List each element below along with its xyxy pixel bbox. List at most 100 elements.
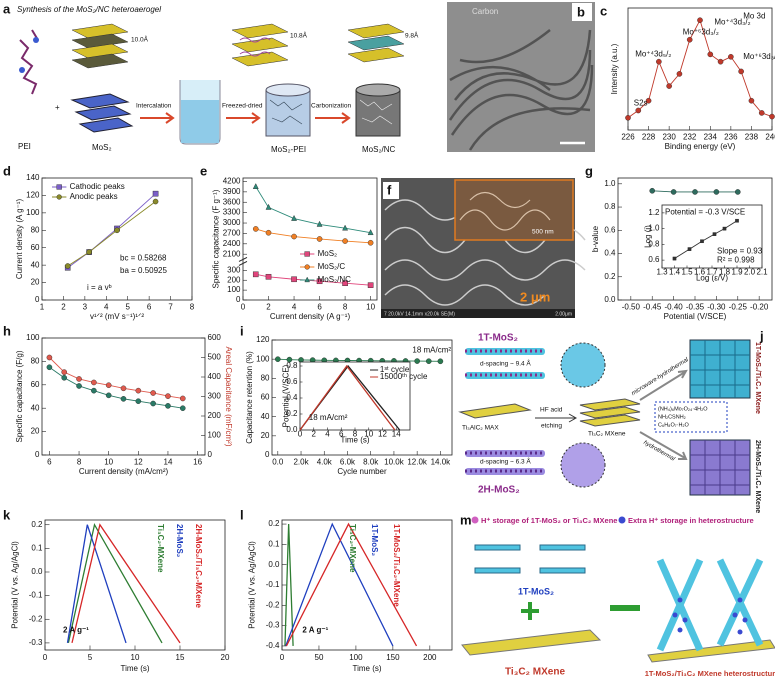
data-point: [291, 214, 297, 221]
label: microwave-hydrothermal: [631, 357, 690, 397]
y-axis-label: Current density (A g⁻¹): [15, 199, 24, 280]
y-tick-label: 80: [31, 357, 40, 366]
y-tick-label: 80: [261, 373, 270, 382]
series-line: [284, 524, 294, 646]
label: Ti₃C₂ MXene: [505, 667, 565, 678]
legend-label: Anodic peaks: [70, 192, 118, 201]
data-point: [152, 190, 159, 197]
y-tick-label: 20: [31, 427, 40, 436]
label: MoS₂: [92, 143, 112, 152]
y-axis-label: b-value: [591, 225, 600, 252]
data-point: [758, 110, 765, 116]
y-axis-label: Specific capacitance (F g⁻¹): [212, 189, 221, 288]
panel-label: k: [3, 507, 11, 522]
x-axis-label: v¹ᐟ² (mV s⁻¹)¹ᐟ²: [90, 312, 144, 321]
x-tick-label: 50: [315, 653, 324, 662]
y-tick-label: -0.1: [29, 591, 43, 600]
mxene-block-1t: [689, 339, 751, 399]
y-tick-label: 0.1: [31, 543, 43, 552]
y-tick-label: 0.6: [604, 225, 616, 234]
panel-m: m H⁺ storage of 1T-MoS₂ or Ti₃C₂ MXene E…: [460, 512, 775, 678]
x-tick-label: 226: [621, 132, 635, 141]
x-tick-label: 1: [40, 302, 45, 311]
mos2-stack: [71, 23, 129, 69]
data-point: [120, 385, 127, 392]
data-point: [656, 58, 662, 65]
inset-frame: [299, 361, 411, 431]
x-tick-label: 0: [241, 302, 246, 311]
y-tick-label: 0.0: [286, 425, 298, 434]
data-point: [46, 354, 53, 361]
annotation: 18 mA/cm²: [309, 413, 348, 422]
y-tick-label: 20: [31, 278, 40, 287]
y-axis-label: Potential (V vs. Ag/AgCl): [10, 541, 19, 629]
data-point: [734, 189, 741, 195]
annotation: Potential = -0.3 V/SCE: [665, 208, 745, 217]
y-tick-label: 500: [208, 353, 222, 362]
data-point: [105, 382, 112, 388]
panel-label: m: [460, 512, 472, 527]
x-tick-label: 1.9: [731, 268, 743, 277]
label-box: [383, 182, 399, 199]
series-line: [674, 220, 738, 259]
series-line: [49, 357, 183, 399]
legend-label: 1T-MoS₂/Ti₃C₂-MXene: [392, 524, 401, 607]
y-tick-label: 40: [31, 260, 40, 269]
x-tick-label: 0: [43, 653, 48, 662]
label: PEI: [18, 142, 31, 151]
x-tick-label: 1.4: [669, 268, 681, 277]
y-tick-label: -0.3: [266, 621, 280, 630]
y-tick-label: 2100: [223, 249, 241, 258]
series-line: [71, 523, 181, 644]
y-tick-label: 80: [31, 225, 40, 234]
y-tick-label: 1.2: [648, 208, 660, 217]
legend-label: Cathodic peaks: [70, 182, 125, 191]
label: Ti₃C₂ MXene: [588, 431, 626, 438]
y-axis-label: Capacitance retention (%): [245, 351, 254, 444]
x-tick-label: 8: [353, 430, 358, 439]
x-tick-label: 2: [61, 302, 66, 311]
annotation: Mo 3d: [743, 12, 765, 21]
panel-label: h: [3, 323, 11, 338]
panel-label: j: [759, 328, 764, 343]
y-tick-label: 0.4: [604, 249, 616, 258]
x-tick-label: 14.0k: [431, 457, 452, 466]
y-tick-label: 200: [227, 275, 241, 284]
x-axis-label: Current density (A g⁻¹): [270, 312, 351, 321]
x-tick-label: 6: [47, 457, 52, 466]
x-tick-label: 236: [724, 132, 738, 141]
mxene-base: [647, 639, 775, 663]
data-point: [265, 273, 272, 280]
plot-frame: [41, 177, 193, 301]
x-tick-label: 100: [349, 653, 363, 662]
data-point: [291, 276, 297, 283]
data-point: [717, 58, 724, 65]
x-tick-label: 230: [662, 132, 676, 141]
arrow: [140, 112, 175, 124]
x-tick-label: 6.0k: [340, 457, 356, 466]
plot-frame: [627, 7, 773, 131]
series-line: [285, 522, 394, 647]
data-point: [687, 247, 692, 251]
annotation: Slope = 0.93: [717, 247, 763, 256]
x-tick-label: 4.0k: [317, 457, 333, 466]
legend-label: Ti₃C₂-MXene: [348, 524, 357, 573]
label: MoS₂-PEI: [271, 145, 306, 154]
precursor-box: [654, 401, 728, 433]
x-tick-label: 228: [642, 132, 656, 141]
x-axis-label: Time (s): [340, 436, 369, 445]
x-tick-label: 238: [745, 132, 759, 141]
data-point: [76, 383, 82, 389]
data-point: [367, 229, 374, 236]
data-point: [367, 282, 374, 288]
data-point: [769, 113, 775, 120]
data-point: [635, 107, 642, 114]
x-tick-label: 232: [683, 132, 697, 141]
spacing-label: 10.8Å: [290, 31, 308, 40]
mxene-slab: [461, 629, 602, 656]
x-axis-label: Cycle number: [337, 467, 387, 476]
x-axis-label: Time (s): [352, 664, 381, 673]
mxene-stack: [579, 398, 641, 427]
y-tick-label: -0.3: [29, 638, 43, 647]
y-tick-label: 1.0: [648, 224, 660, 233]
